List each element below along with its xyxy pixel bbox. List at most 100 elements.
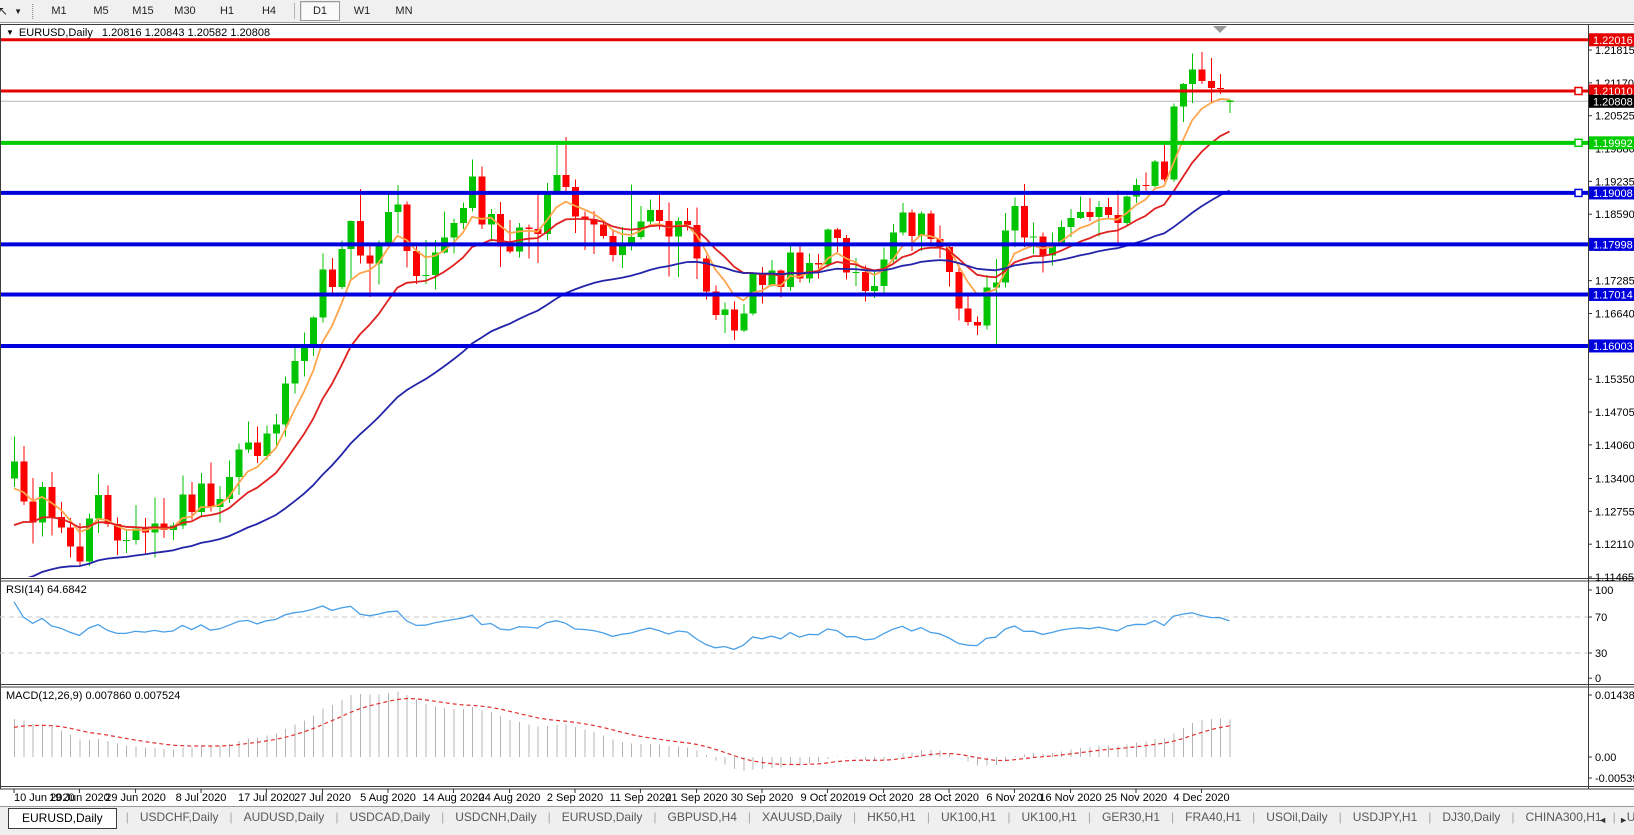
chart-tab[interactable]: GBPUSD,H4: [667, 810, 737, 824]
tab-separator: |: [1428, 810, 1432, 824]
candle-body: [730, 309, 738, 331]
chart-tab[interactable]: UK100,H1: [940, 810, 997, 824]
timeframe-button-m15[interactable]: M15: [132, 5, 154, 17]
line-drag-handle[interactable]: [1574, 188, 1583, 198]
chart-tab[interactable]: GER30,H1: [1101, 810, 1161, 824]
panel-separator[interactable]: [0, 578, 1634, 579]
toolbar-separator: [293, 3, 295, 19]
panel-separator[interactable]: [0, 684, 1634, 685]
price-line-label-box: [1589, 287, 1634, 301]
candle-body: [983, 287, 991, 326]
panel-separator[interactable]: [0, 686, 1634, 688]
line-drag-handle[interactable]: [1574, 86, 1583, 96]
candle-body: [824, 229, 832, 265]
candle-body: [478, 176, 486, 225]
rsi-value: 64.6842: [46, 584, 87, 596]
chart-tab[interactable]: HK50,H1: [867, 810, 916, 824]
triangle-down-icon: ▼: [6, 28, 14, 37]
date-axis-label: 27 Jul 2020: [294, 792, 351, 804]
candle-body: [768, 270, 776, 285]
chart-tab[interactable]: XAUUSD,Daily: [762, 810, 843, 824]
timeframe-button-mn[interactable]: MN: [395, 5, 413, 17]
tab-separator: |: [229, 810, 233, 824]
candle-body: [95, 494, 103, 519]
chart-tab[interactable]: UK100,H1: [1021, 810, 1077, 824]
cursor-tool-button[interactable]: ↖ ▼: [0, 0, 26, 22]
timeframe-button-h4[interactable]: H4: [261, 5, 277, 17]
chart-tab[interactable]: USDCNH,Daily: [455, 810, 537, 824]
tab-separator: |: [335, 810, 339, 824]
candle-body: [899, 212, 907, 233]
chart-tab[interactable]: USOil,H: [1625, 807, 1634, 827]
timeframe-button-h1[interactable]: H1: [219, 5, 235, 17]
price-line-label-text: 1.19008: [1593, 188, 1633, 200]
date-axis-label: 5 Aug 2020: [360, 792, 416, 804]
timeframe-toolbar: ↖ ▼ M1 M5 M15 M30 H1 H4 D1 W1 MN: [0, 0, 1634, 23]
tab-separator: |: [1087, 810, 1091, 824]
candle-body: [833, 229, 841, 239]
candle-body: [282, 383, 290, 425]
rsi-axis-label: 0: [1595, 673, 1601, 685]
candle-body: [1142, 185, 1150, 187]
candle-body: [908, 212, 916, 237]
candle-body: [562, 175, 570, 188]
candle-body: [721, 309, 729, 316]
candle-body: [880, 259, 888, 287]
chart-tab-active[interactable]: EURUSD,Daily: [8, 808, 117, 829]
candle-body: [1030, 236, 1038, 238]
chart-tab[interactable]: USOil,Daily: [1266, 810, 1328, 824]
candle-body: [1207, 80, 1215, 88]
candle-body: [394, 204, 402, 213]
candle-body: [693, 224, 701, 259]
ma-fast-line: [13, 98, 1230, 534]
date-axis-label: 17 Jul 2020: [238, 792, 295, 804]
macd-main-value: 0.007860: [85, 690, 132, 702]
candle-body: [992, 282, 1000, 288]
panel-separator[interactable]: [0, 580, 1634, 582]
chart-tab[interactable]: USDCAD,Daily: [349, 810, 431, 824]
candle-body: [198, 483, 205, 513]
candle-body: [1002, 230, 1010, 283]
candle-body: [1020, 206, 1028, 238]
chart-tab[interactable]: CHINA300,H1: [1525, 810, 1602, 824]
timeframe-button-m30[interactable]: M30: [174, 5, 196, 17]
candle-body: [403, 204, 411, 251]
candle-body: [1189, 69, 1197, 84]
rsi-line: [13, 601, 1230, 651]
timeframe-button-d1[interactable]: D1: [299, 1, 340, 21]
chart-tab[interactable]: USDCHF,Daily: [139, 810, 219, 824]
candle-body: [39, 487, 47, 523]
candle-body: [385, 212, 392, 244]
candle-body: [1048, 243, 1056, 256]
chart-tab[interactable]: USDJPY,H1: [1352, 810, 1418, 824]
timeframe-button-m5[interactable]: M5: [93, 5, 109, 17]
macd-indicator-label: MACD(12,26,9) 0.007860 0.007524: [6, 690, 180, 702]
price-line-label-box: [1589, 186, 1634, 200]
candle-body: [207, 483, 215, 508]
candle-body: [497, 214, 505, 247]
candle-body: [11, 461, 18, 479]
panel-separator[interactable]: [0, 786, 1634, 787]
line-drag-handle[interactable]: [1574, 138, 1583, 148]
candle-body: [553, 175, 561, 192]
chart-tab[interactable]: AUDUSD,Daily: [243, 810, 325, 824]
price-axis-label: 1.16640: [1595, 309, 1634, 321]
candle-body: [572, 187, 579, 217]
chart-tab[interactable]: DJ30,Daily: [1442, 810, 1501, 824]
chart-title[interactable]: ▼ EURUSD,Daily 1.20816 1.20843 1.20582 1.2…: [6, 27, 270, 39]
chart-tab[interactable]: FRA40,H1: [1185, 810, 1242, 824]
date-axis-label: 24 Aug 2020: [479, 792, 541, 804]
tab-separator: |: [1171, 810, 1175, 824]
macd-axis-label: 0.014384: [1595, 690, 1634, 702]
tab-separator: |: [1511, 810, 1515, 824]
candle-body: [1095, 207, 1103, 217]
tab-scroll-right-icon[interactable]: ►: [1619, 815, 1628, 825]
panel-separator[interactable]: [0, 788, 1634, 790]
candle-body: [338, 248, 346, 288]
timeframe-button-w1[interactable]: W1: [353, 5, 371, 17]
chart-left-border: [0, 24, 1, 789]
tab-scroll-left-icon[interactable]: ◄: [1598, 815, 1608, 825]
rsi-name: RSI(14): [6, 584, 44, 596]
timeframe-button-m1[interactable]: M1: [51, 5, 67, 17]
chart-tab[interactable]: EURUSD,Daily: [561, 810, 643, 824]
